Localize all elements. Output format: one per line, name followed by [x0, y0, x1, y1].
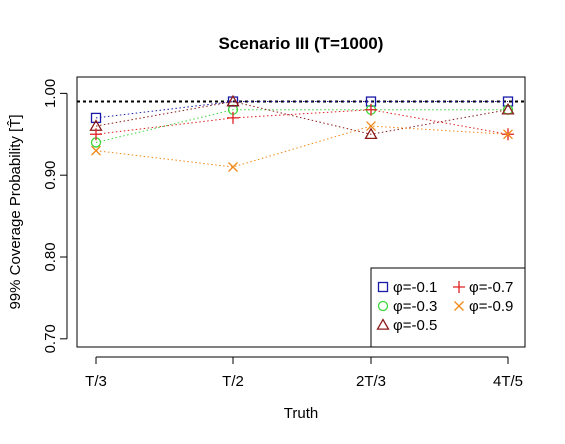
plot-area: 0.70 0.80 0.90 1.00 T/3 T/2 2T/3 4T/5 φ=-0.1 φ=-0…	[42, 76, 526, 390]
series-line	[95, 101, 508, 119]
legend-marker	[377, 300, 389, 312]
legend-marker	[377, 281, 389, 293]
data-point	[364, 127, 378, 140]
data-point	[503, 129, 513, 140]
y-axis-label: 99% Coverage Probability [T̂]	[7, 114, 24, 309]
x-tick-label: T/3	[85, 373, 107, 390]
x-tick-label: T/2	[222, 373, 244, 390]
data-point	[228, 162, 238, 172]
data-point	[90, 112, 102, 124]
data-point	[226, 94, 240, 107]
legend-box	[370, 267, 526, 348]
legend-label: φ=-0.7	[469, 279, 513, 296]
data-point	[366, 121, 376, 132]
series-line	[95, 109, 508, 143]
plot-frame	[76, 76, 526, 348]
legend-label: φ=-0.3	[393, 298, 437, 315]
legend-marker	[376, 318, 390, 330]
data-point	[365, 103, 377, 116]
x-axis-label: Truth	[284, 405, 318, 422]
y-tick-label: 0.70	[42, 324, 59, 353]
data-point	[91, 145, 101, 156]
series-line	[95, 125, 509, 168]
legend-label: φ=-0.1	[393, 279, 437, 296]
data-point	[227, 111, 239, 124]
legend-marker	[454, 301, 464, 311]
data-point	[502, 96, 514, 107]
x-tick-label: 4T/5	[493, 373, 523, 390]
y-tick-label: 0.90	[42, 161, 59, 190]
data-point	[90, 128, 102, 141]
y-tick-label: 0.80	[42, 242, 59, 271]
legend-marker	[453, 281, 465, 293]
legend-label: φ=-0.9	[469, 298, 513, 315]
legend-label: φ=-0.5	[393, 317, 437, 334]
y-tick-label: 1.00	[42, 79, 59, 108]
data-point	[501, 102, 515, 115]
series-line	[95, 101, 509, 135]
chart-title: Scenario III (T=1000)	[219, 34, 384, 53]
x-tick-label: 2T/3	[356, 373, 386, 390]
series-line	[95, 109, 509, 135]
